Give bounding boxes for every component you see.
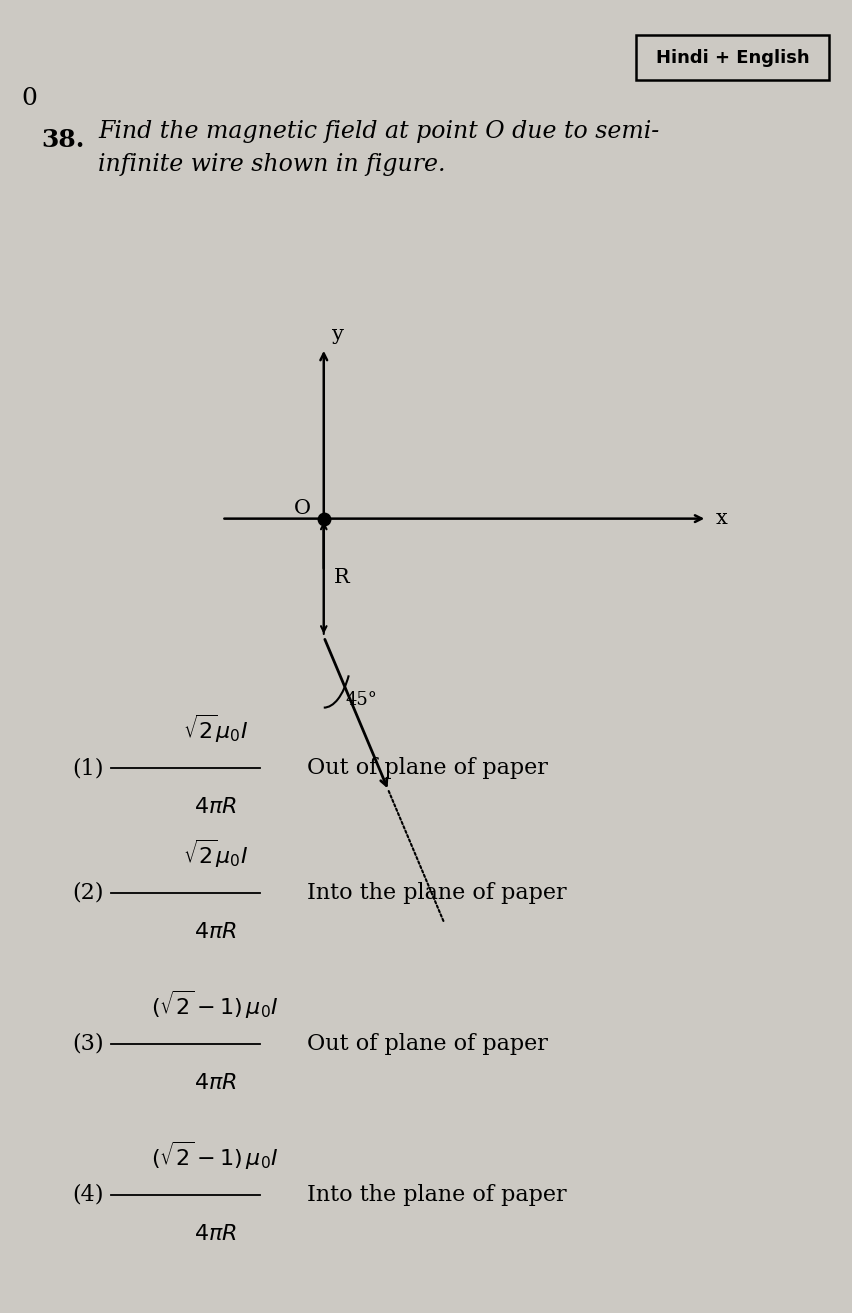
Text: $4\pi R$: $4\pi R$ [193, 922, 237, 943]
Text: 45°: 45° [345, 691, 377, 709]
Text: R: R [334, 569, 349, 587]
Text: y: y [332, 326, 344, 344]
Text: 0: 0 [21, 87, 37, 110]
Text: Into the plane of paper: Into the plane of paper [307, 882, 567, 903]
Text: (4): (4) [72, 1184, 104, 1205]
FancyBboxPatch shape [636, 35, 829, 80]
Text: x: x [716, 509, 728, 528]
Text: $(\sqrt{2}-1)\,\mu_0 I$: $(\sqrt{2}-1)\,\mu_0 I$ [152, 1140, 279, 1171]
Text: (3): (3) [72, 1033, 104, 1054]
Text: 38.: 38. [41, 129, 84, 152]
Text: Find the magnetic field at point O due to semi-: Find the magnetic field at point O due t… [98, 119, 659, 143]
Text: O: O [294, 499, 311, 517]
Text: $(\sqrt{2}-1)\,\mu_0 I$: $(\sqrt{2}-1)\,\mu_0 I$ [152, 989, 279, 1020]
Text: Out of plane of paper: Out of plane of paper [307, 758, 548, 779]
Text: $4\pi R$: $4\pi R$ [193, 1073, 237, 1094]
Text: (2): (2) [72, 882, 104, 903]
Text: $\sqrt{2}\mu_0 I$: $\sqrt{2}\mu_0 I$ [182, 713, 248, 744]
Text: $\sqrt{2}\mu_0 I$: $\sqrt{2}\mu_0 I$ [182, 838, 248, 869]
Text: $4\pi R$: $4\pi R$ [193, 1224, 237, 1245]
Text: infinite wire shown in figure.: infinite wire shown in figure. [98, 152, 446, 176]
Text: Into the plane of paper: Into the plane of paper [307, 1184, 567, 1205]
Text: Hindi + English: Hindi + English [656, 49, 809, 67]
Text: $4\pi R$: $4\pi R$ [193, 797, 237, 818]
Text: Out of plane of paper: Out of plane of paper [307, 1033, 548, 1054]
Text: (1): (1) [72, 758, 104, 779]
